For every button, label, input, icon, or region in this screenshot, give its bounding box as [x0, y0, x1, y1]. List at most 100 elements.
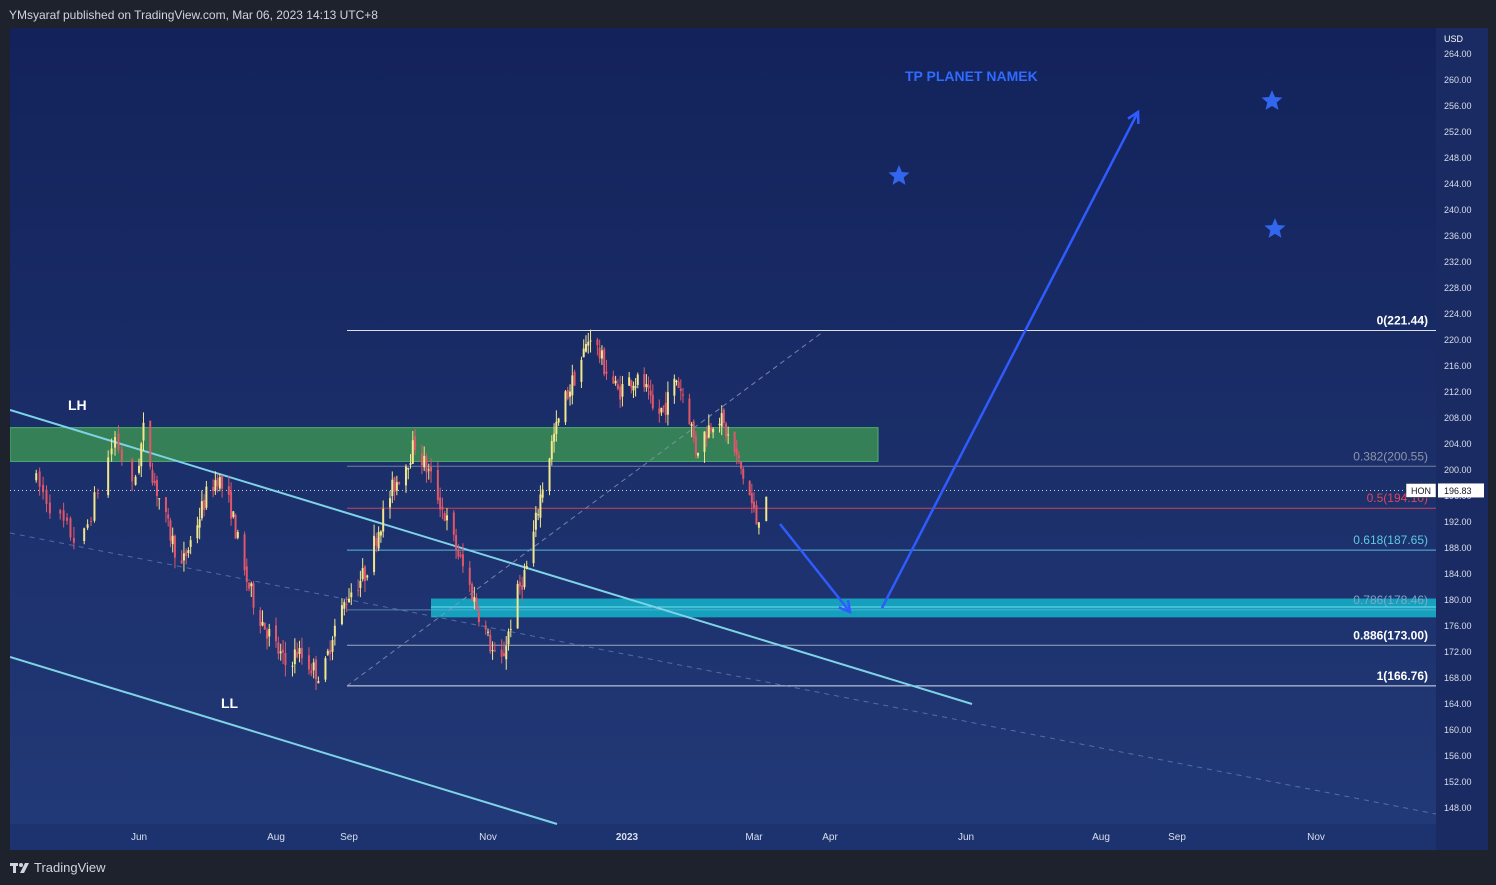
price-axis-tick: 256.00: [1444, 101, 1472, 111]
candle-body: [500, 649, 503, 657]
label-ll: LL: [221, 695, 239, 711]
candle-body: [505, 646, 508, 660]
candle-body: [584, 343, 587, 352]
candle-body: [718, 423, 721, 426]
candle-body: [612, 376, 615, 384]
candle-body: [398, 482, 401, 485]
candle-body: [603, 349, 606, 375]
candle-body: [291, 665, 294, 667]
candle-body: [675, 380, 678, 383]
projection-arrow-up[interactable]: [880, 112, 1138, 609]
candle-body: [725, 423, 728, 437]
tradingview-logo[interactable]: TradingView: [10, 860, 106, 875]
candle-body: [425, 456, 428, 473]
fib-label-1: 1(166.76): [1377, 669, 1428, 683]
candle-body: [477, 612, 480, 623]
channel-upper-line[interactable]: [9, 409, 973, 705]
candle-body: [189, 540, 192, 547]
demand-zone[interactable]: [431, 598, 1436, 618]
candle-body: [391, 479, 394, 497]
candle-body: [333, 625, 336, 637]
star-icon: [1264, 218, 1286, 238]
candle-body: [142, 422, 145, 441]
candle-body: [317, 681, 320, 684]
candle-body: [83, 528, 86, 542]
candle-body: [236, 532, 239, 538]
time-axis-tick: Apr: [822, 832, 838, 843]
price-axis-tick: 220.00: [1444, 335, 1472, 345]
candle-body: [596, 339, 599, 346]
supply-zone[interactable]: [9, 427, 879, 462]
candle-body: [587, 341, 590, 346]
candle-body: [541, 489, 544, 498]
candle-body: [234, 514, 237, 539]
candle-body: [443, 513, 446, 521]
candle-body: [200, 501, 203, 519]
candle-body: [582, 348, 585, 358]
channel-lower-line[interactable]: [9, 656, 558, 825]
candle-body: [502, 652, 505, 657]
candle-body: [643, 374, 646, 388]
candle-body: [363, 566, 366, 582]
candle-body: [348, 598, 350, 603]
fib-label-0.382: 0.382(200.55): [1353, 449, 1428, 463]
price-chart[interactable]: 0(221.44)0.382(200.55)0.5(194.10)0.618(1…: [9, 28, 1488, 850]
candle-body: [155, 480, 158, 496]
candle-body: [632, 385, 635, 391]
time-axis-tick: Nov: [1307, 832, 1325, 843]
candle-body: [694, 436, 697, 455]
candle-body: [232, 511, 235, 517]
candle-body: [245, 566, 248, 582]
projection-arrow-down[interactable]: [779, 523, 850, 612]
candle-body: [619, 386, 622, 400]
candle-body: [382, 508, 385, 532]
candle-body: [550, 441, 553, 460]
price-axis-background: [1436, 28, 1488, 850]
candle-body: [566, 390, 569, 399]
candle-body: [59, 510, 62, 514]
candle-body: [107, 457, 110, 496]
candle-body: [748, 481, 751, 496]
candle-body: [252, 583, 255, 608]
candle-body: [649, 390, 652, 396]
candle-body: [350, 592, 353, 598]
candle-body: [727, 434, 730, 436]
candle-body: [651, 394, 654, 409]
symbol-tag-bg: [1405, 483, 1437, 498]
candle-body: [48, 502, 51, 514]
candle-body: [555, 421, 558, 435]
price-axis-tick: 180.00: [1444, 595, 1472, 605]
candle-body: [169, 520, 172, 541]
candle-body: [250, 583, 253, 587]
candle-body: [720, 413, 723, 427]
candle-body: [580, 359, 583, 382]
candle-body: [326, 650, 329, 655]
candle-body: [521, 585, 524, 590]
price-axis-tick: 160.00: [1444, 725, 1472, 735]
candle-body: [293, 649, 296, 665]
time-axis-tick: Nov: [479, 832, 497, 843]
candle-body: [361, 568, 364, 580]
candle-body: [212, 486, 215, 492]
candle-body: [343, 602, 346, 609]
candle-body: [459, 555, 462, 557]
candle-body: [662, 405, 665, 407]
candle-body: [62, 510, 65, 521]
candle-body: [441, 506, 444, 510]
candle-body: [373, 535, 376, 573]
candle-body: [45, 489, 48, 505]
chart-area[interactable]: 0(221.44) 0.382(200.55) 0.5(194.10) 0.618(1…: [9, 28, 1488, 850]
candle-body: [180, 560, 183, 564]
candle-body: [427, 469, 430, 471]
candle-body: [557, 418, 560, 423]
candle-body: [605, 371, 608, 374]
candle-body: [395, 482, 398, 491]
tradingview-brand: TradingView: [34, 860, 106, 875]
candle-body: [645, 384, 648, 387]
time-axis-tick: Aug: [267, 832, 285, 843]
candle-body: [300, 647, 303, 659]
candle-body: [196, 525, 199, 539]
candle-body: [227, 486, 230, 495]
candle-body: [214, 480, 217, 491]
price-axis-tick: 184.00: [1444, 569, 1472, 579]
